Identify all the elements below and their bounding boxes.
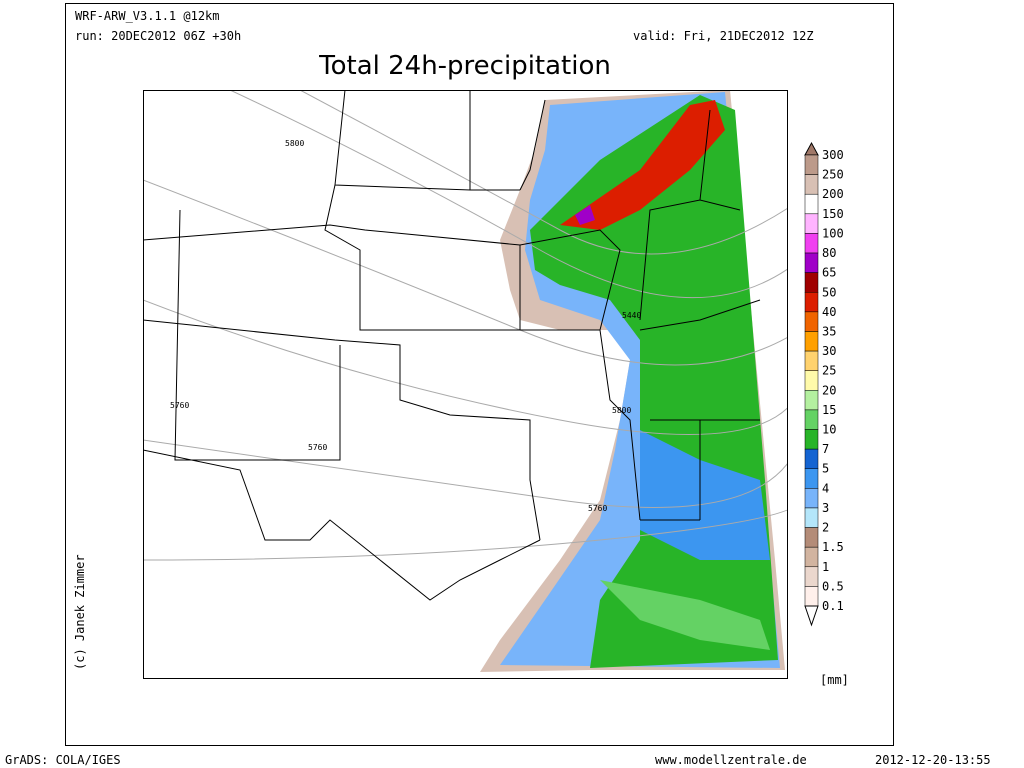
colorbar: 300 250 200 150 100 80 65 50 40 35 30 25 20 15 10 7 5 4 3 2…: [804, 141, 844, 627]
colorbar-level-label: 1: [822, 560, 829, 574]
height-contours: [143, 90, 787, 561]
colorbar-level-label: 2: [822, 521, 829, 535]
colorbar-level-label: 15: [822, 403, 836, 417]
colorbar-level-label: 7: [822, 442, 829, 456]
colorbar-bin: [804, 429, 819, 450]
colorbar-bin: [804, 527, 819, 548]
colorbar-bin: [804, 233, 819, 254]
colorbar-level-label: 0.5: [822, 579, 844, 593]
colorbar-level-label: 3: [822, 501, 829, 515]
colorbar-bin: [804, 331, 819, 352]
model-label: WRF-ARW_V3.1.1 @12km: [75, 9, 220, 23]
unit-label: [mm]: [820, 673, 849, 687]
colorbar-level-label: 65: [822, 266, 836, 280]
colorbar-bin: [804, 390, 819, 411]
colorbar-level-label: 80: [822, 246, 836, 260]
colorbar-bin: [804, 272, 819, 293]
colorbar-bin: [804, 566, 819, 587]
colorbar-bin: [804, 546, 819, 568]
colorbar-bin: [804, 350, 819, 371]
colorbar-bin: [804, 448, 819, 469]
colorbar-level-label: 200: [822, 187, 844, 201]
colorbar-bin: [804, 370, 819, 391]
colorbar-level-label: 150: [822, 207, 844, 221]
contour-label: 5800: [285, 139, 304, 148]
map: 5800 5440 5800 5760 5760 5760: [143, 90, 787, 672]
colorbar-level-label: 40: [822, 305, 836, 319]
colorbar-level-label: 20: [822, 383, 836, 397]
valid-label: valid: Fri, 21DEC2012 12Z: [633, 29, 814, 43]
colorbar-bin: [804, 311, 819, 332]
footer-timestamp: 2012-12-20-13:55: [875, 753, 991, 767]
colorbar-level-label: 50: [822, 285, 836, 299]
colorbar-level-label: 10: [822, 423, 836, 437]
credit: (c) Janek Zimmer: [73, 554, 87, 670]
colorbar-top-triangle: [804, 141, 819, 156]
colorbar-bin: [804, 488, 819, 509]
colorbar-bin: [804, 507, 819, 528]
precipitation-field: [480, 90, 785, 672]
footer-software: GrADS: COLA/IGES: [5, 753, 121, 767]
colorbar-bottom-triangle: [804, 605, 819, 627]
title: Total 24h-precipitation: [318, 51, 611, 81]
contour-label-group: 5800 5440 5800 5760 5760 5760: [170, 139, 641, 513]
colorbar-level-label: 5: [822, 462, 829, 476]
colorbar-level-label: 1.5: [822, 540, 844, 554]
colorbar-bin: [804, 213, 819, 234]
colorbar-level-label: 30: [822, 344, 836, 358]
state-borders: [143, 90, 761, 601]
contour-label: 5760: [170, 401, 189, 410]
colorbar-level-label: 25: [822, 364, 836, 378]
colorbar-level-label: 300: [822, 148, 844, 162]
colorbar-level-label: 250: [822, 168, 844, 182]
colorbar-level-label: 100: [822, 226, 844, 240]
map-frame: [143, 90, 788, 679]
colorbar-level-label: 35: [822, 324, 836, 338]
colorbar-level-label: 0.1: [822, 599, 844, 613]
colorbar-bin: [804, 193, 819, 215]
outer-frame: [65, 3, 894, 746]
contour-label: 5440: [622, 311, 641, 320]
contour-label: 5800: [612, 406, 631, 415]
colorbar-level-label: 4: [822, 481, 829, 495]
colorbar-bin: [804, 292, 819, 313]
colorbar-bin: [804, 468, 819, 489]
contour-label: 5760: [308, 443, 327, 452]
footer-website: www.modellzentrale.de: [655, 753, 807, 767]
run-label: run: 20DEC2012 06Z +30h: [75, 29, 241, 43]
colorbar-bin: [804, 409, 819, 430]
colorbar-bin: [804, 586, 819, 607]
colorbar-bin: [804, 174, 819, 195]
contour-label: 5760: [588, 504, 607, 513]
colorbar-bin: [804, 252, 819, 273]
colorbar-bin: [804, 154, 819, 175]
